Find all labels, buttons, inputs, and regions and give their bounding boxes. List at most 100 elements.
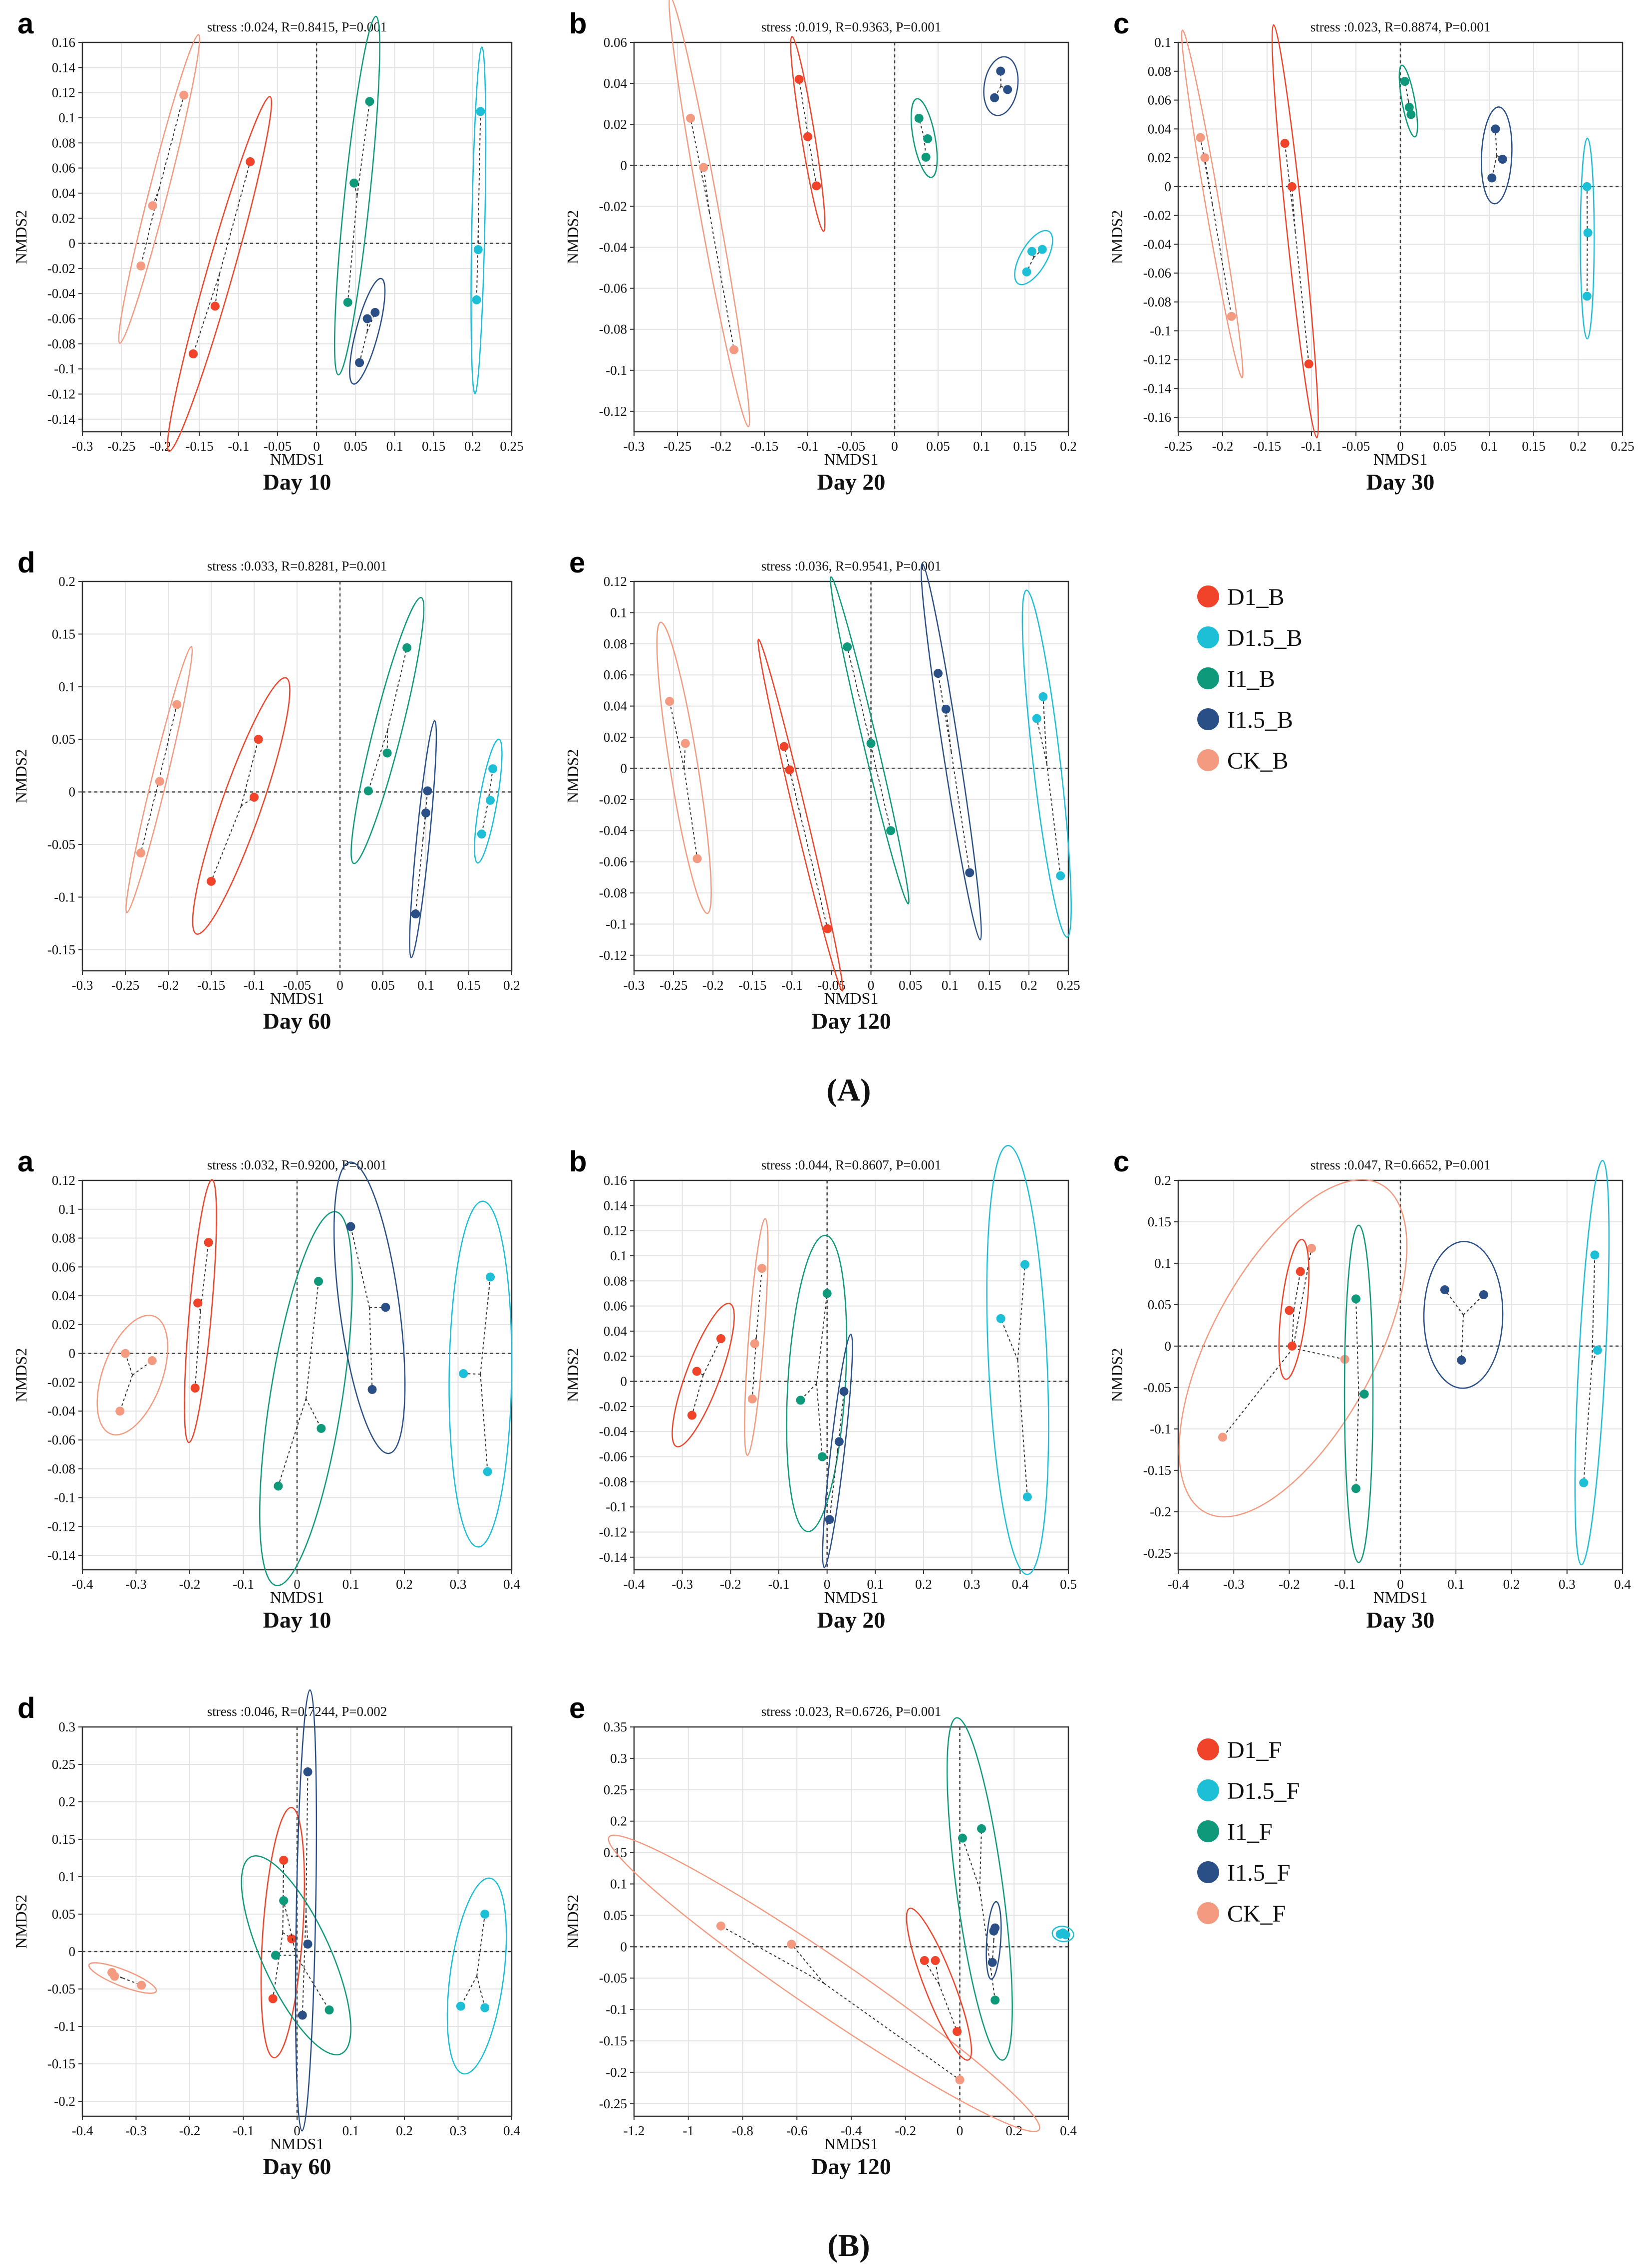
y-tick-label: -0.06 xyxy=(599,854,627,869)
centroid-spoke xyxy=(979,1889,996,2000)
confidence-ellipse xyxy=(1014,230,1053,285)
y-tick-label: 0.06 xyxy=(1148,93,1171,108)
legend-swatch xyxy=(1197,708,1219,730)
data-point xyxy=(955,2075,965,2085)
series-I1-5 xyxy=(333,1161,406,1454)
confidence-ellipse xyxy=(241,1855,351,2055)
y-tick-label: 0.02 xyxy=(604,730,627,745)
centroid-spoke xyxy=(789,770,801,816)
x-tick-label: 0.4 xyxy=(1060,2123,1077,2138)
data-point xyxy=(303,1940,313,1949)
data-point xyxy=(190,1384,200,1393)
y-tick-label: -0.2 xyxy=(606,2065,627,2080)
y-tick-label: -0.04 xyxy=(47,1404,76,1418)
data-point xyxy=(486,1272,495,1282)
nmds-plot-A-b: -0.3 -0.25 -0.2 -0.15 -0.1 -0.05 0 0.05 0.1 0.15 0… xyxy=(564,0,1077,495)
centroid-spoke xyxy=(278,1398,307,1486)
plot-frame xyxy=(81,41,513,433)
centroid-spoke xyxy=(816,1383,823,1457)
data-point xyxy=(189,349,198,358)
data-point xyxy=(402,643,412,652)
y-tick-label: -0.14 xyxy=(47,412,76,427)
centroid-spoke xyxy=(1444,1289,1464,1315)
series-D1-5 xyxy=(1014,230,1053,285)
confidence-ellipse xyxy=(409,720,437,959)
y-tick-label: -0.06 xyxy=(47,1432,75,1447)
y-tick-label: 0 xyxy=(1165,179,1172,194)
series-D1-5 xyxy=(470,46,487,394)
day-label: Day 120 xyxy=(811,2154,891,2179)
data-point xyxy=(1296,1267,1305,1276)
data-point xyxy=(1200,153,1210,163)
data-point xyxy=(866,739,876,748)
data-point xyxy=(1038,692,1048,701)
centroid-spoke xyxy=(219,161,251,275)
centroid-spoke xyxy=(1295,231,1310,364)
y-tick-label: -0.04 xyxy=(599,823,628,838)
centroid-spoke xyxy=(282,1932,292,1940)
y-tick-label: 0.1 xyxy=(58,110,75,125)
confidence-ellipse xyxy=(671,1303,735,1447)
centroid-spoke xyxy=(296,1955,330,2010)
x-tick-label: -0.25 xyxy=(107,439,135,454)
y-tick-label: 0.15 xyxy=(52,626,75,641)
centroid-spoke xyxy=(979,1828,982,1889)
confidence-ellipse xyxy=(1051,1926,1074,1943)
y-tick-label: 0 xyxy=(69,236,76,251)
data-point xyxy=(729,345,739,354)
y-tick-label: 0.04 xyxy=(52,186,76,201)
y-tick-label: -0.02 xyxy=(47,261,75,276)
day-label: Day 20 xyxy=(817,469,886,495)
centroid-spoke xyxy=(962,1838,981,1889)
x-tick-label: -0.1 xyxy=(228,439,249,454)
centroid-spoke xyxy=(1017,1360,1028,1497)
x-tick-label: -0.3 xyxy=(125,2123,147,2138)
stress-annotation: stress :0.023, R=0.8874, P=0.001 xyxy=(1311,19,1490,34)
y-tick-label: -0.05 xyxy=(47,1982,75,1996)
data-point xyxy=(1003,85,1012,94)
data-point xyxy=(279,1856,289,1865)
y-tick-label: -0.1 xyxy=(54,2019,75,2034)
x-tick-label: 0.1 xyxy=(1447,1577,1464,1592)
x-tick-label: -0.05 xyxy=(817,978,845,993)
x-tick-label: -0.1 xyxy=(781,978,803,993)
nmds-plot-B-c: -0.4 -0.3 -0.2 -0.1 0 0.1 0.2 0.3 0.4 -0.25 -0.2 -0… xyxy=(1108,1145,1631,1633)
data-point xyxy=(987,1958,997,1967)
data-point xyxy=(812,181,821,191)
panel-letter: d xyxy=(17,1692,35,1724)
confidence-ellipse xyxy=(986,1901,1002,1980)
confidence-ellipse xyxy=(1423,1241,1504,1389)
confidence-ellipse xyxy=(983,56,1019,116)
section-label-a: (A) xyxy=(827,1072,871,1108)
y-tick-label: -0.06 xyxy=(47,311,75,326)
x-tick-label: 0.1 xyxy=(973,439,990,454)
y-tick-label: 0.14 xyxy=(604,1198,628,1213)
data-point xyxy=(325,2005,334,2014)
x-tick-label: -0.25 xyxy=(659,978,687,993)
x-tick-label: 0.3 xyxy=(964,1577,981,1592)
y-tick-label: 0.06 xyxy=(52,161,75,176)
series-CK xyxy=(1181,29,1244,379)
data-point xyxy=(977,1824,986,1833)
y-tick-label: -0.1 xyxy=(606,916,627,931)
y-tick-label: 0.02 xyxy=(604,117,627,132)
x-tick-label: -1.2 xyxy=(624,2123,645,2138)
x-tick-label: -0.15 xyxy=(185,439,213,454)
data-point xyxy=(148,201,157,211)
centroid-spoke xyxy=(194,1311,201,1389)
y-tick-label: 0.04 xyxy=(52,1288,76,1303)
series-I1-5 xyxy=(1481,106,1513,205)
legend-swatch xyxy=(1197,1902,1219,1924)
centroid-spoke xyxy=(1000,1318,1018,1361)
y-tick-label: -0.1 xyxy=(54,361,75,376)
y-tick-label: -0.2 xyxy=(54,2094,75,2109)
x-axis-label: NMDS1 xyxy=(1373,1588,1427,1606)
y-tick-label: 0.25 xyxy=(604,1782,627,1797)
data-point xyxy=(941,704,951,714)
centroid-spoke xyxy=(140,779,160,853)
y-axis-label: NMDS2 xyxy=(564,749,582,803)
x-tick-label: -0.4 xyxy=(72,2123,93,2138)
legends-layer: D1_B D1.5_B I1_B I1.5_B CK_B D1_F D1.5_F I1_F I1… xyxy=(1197,584,1303,1927)
confidence-ellipse xyxy=(1278,1239,1310,1380)
y-tick-label: -0.04 xyxy=(1143,237,1172,252)
